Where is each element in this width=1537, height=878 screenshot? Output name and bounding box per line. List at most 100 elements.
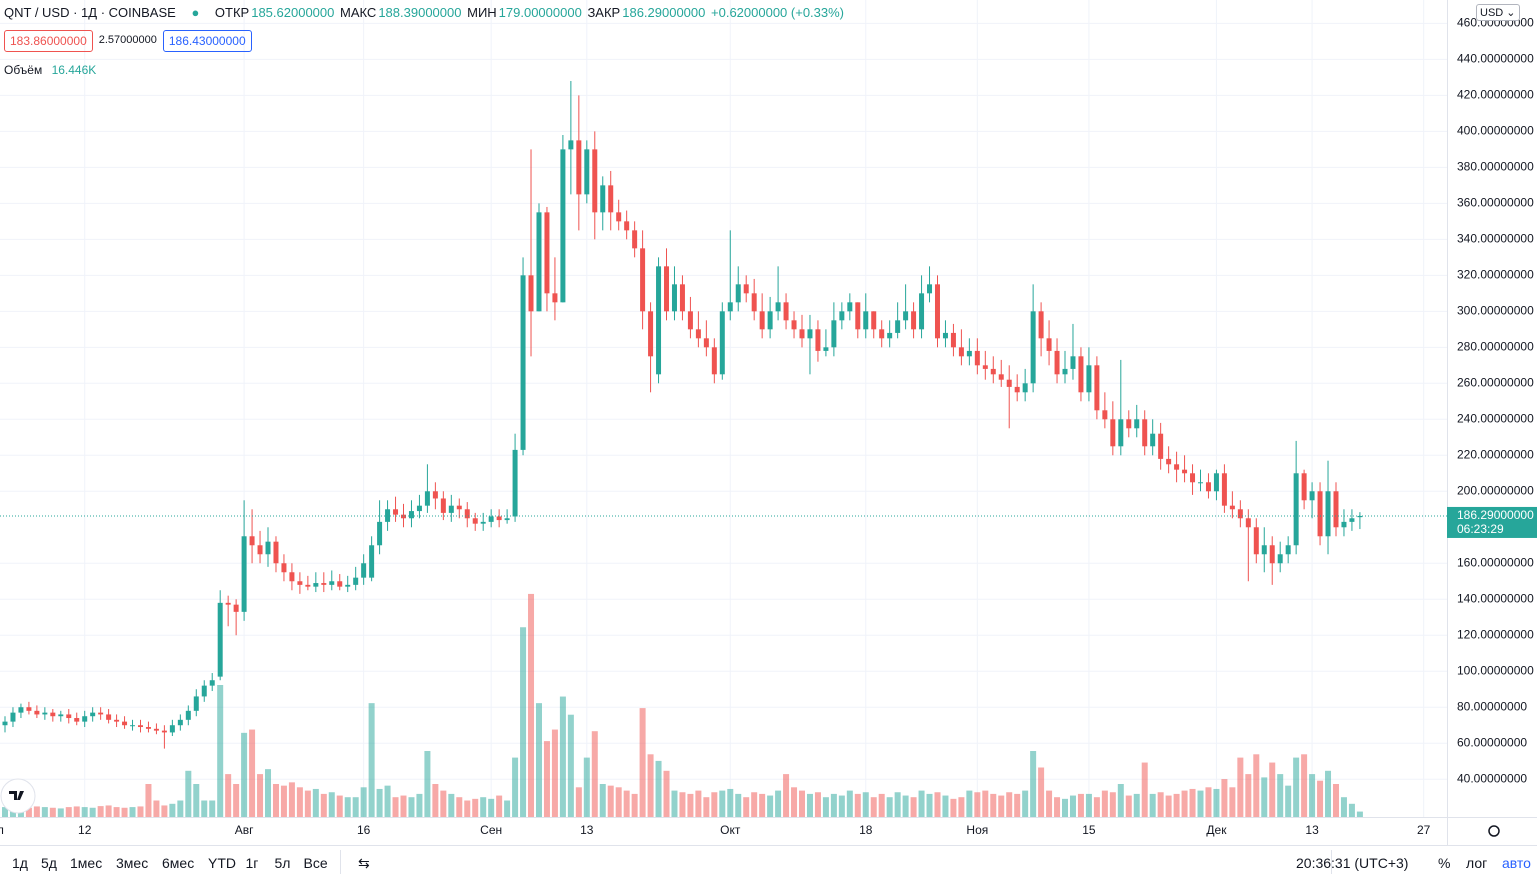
price-tag-label: 186.29000000 [1457, 508, 1534, 522]
candle-body [488, 516, 494, 522]
x-tick-label: Окт [720, 823, 741, 837]
volume-bar [894, 792, 901, 817]
volume-bar [1261, 777, 1268, 817]
volume-bar [113, 807, 120, 817]
range-button[interactable]: 5л [274, 855, 291, 871]
auto[interactable]: авто [1502, 855, 1531, 871]
volume-bar [1237, 757, 1244, 817]
currency-select[interactable]: USD ⌄ [1476, 4, 1520, 21]
candle-body [1142, 419, 1148, 447]
volume-bar [336, 795, 343, 817]
candle-body [1309, 491, 1315, 501]
candle-body [839, 311, 845, 321]
volume-bar [1141, 762, 1148, 817]
close: 186.29000000 [622, 5, 706, 20]
logo-mark [9, 791, 24, 800]
volume-label: Объём [4, 63, 43, 77]
chart: 40.00000000 60.00000000 80.00000000 100.000… [0, 0, 1537, 845]
range-button[interactable]: 5д [41, 855, 57, 871]
volume-bar [288, 782, 295, 817]
volume-bar [902, 795, 909, 817]
volume-bar [1085, 793, 1092, 817]
high-label: МАКС [340, 5, 377, 20]
candle-body [966, 350, 972, 357]
volume-bar [1332, 784, 1339, 817]
candle-body [1221, 473, 1227, 506]
y-tick-label: 340.00000000 [1457, 232, 1534, 246]
volume-bar [974, 792, 981, 817]
ask[interactable]: 186.43000000 [162, 30, 252, 52]
candle-body [1054, 350, 1060, 375]
candle-body [321, 583, 327, 585]
volume-bar [328, 792, 335, 817]
price-tag [1447, 506, 1537, 538]
candle-body [855, 302, 861, 330]
volume-bar [488, 798, 495, 817]
volume-bar [822, 797, 829, 817]
volume-bar [1014, 793, 1021, 817]
candle-body [1253, 527, 1259, 555]
legend-header: QNT / USD · 1Д · COINBASE ● ОТКР 185.6200… [4, 5, 846, 20]
candle-body [353, 577, 359, 585]
symbol[interactable]: QNT / USD · 1Д · COINBASE [4, 5, 176, 20]
volume-legend: Объём 16.446K [4, 63, 96, 77]
volume-bar [392, 797, 399, 817]
price-axis-bg [1447, 0, 1537, 845]
volume-bar [25, 807, 32, 817]
candle-body [671, 284, 677, 312]
y-tick-label: 420.00000000 [1457, 88, 1534, 102]
range-button[interactable]: Все [303, 855, 328, 871]
candle-body [823, 347, 829, 351]
candle-body [1014, 386, 1020, 393]
y-tick-label: 400.00000000 [1457, 124, 1534, 138]
volume-bar [1205, 787, 1212, 817]
volume-bar [806, 793, 813, 817]
volume-bar [280, 785, 287, 817]
range-button[interactable]: 1мес [70, 855, 103, 871]
candle-body [1150, 433, 1156, 447]
volume-bar [249, 729, 256, 817]
candle-body [201, 685, 207, 697]
candle-body [903, 311, 909, 321]
range-button[interactable]: 1д [12, 855, 28, 871]
volume-bar [918, 790, 925, 817]
candle-body [1341, 521, 1347, 528]
candle-body [1317, 491, 1323, 537]
y-tick-label: 260.00000000 [1457, 375, 1534, 389]
volume-bar [137, 806, 144, 817]
candle-body [632, 230, 638, 249]
range-button[interactable]: 1г [245, 855, 259, 871]
candle-body [193, 696, 199, 711]
range-button[interactable]: 3мес [116, 855, 149, 871]
candle-body [456, 505, 462, 510]
y-tick-label: 140.00000000 [1457, 591, 1534, 605]
candle-body [879, 329, 885, 339]
settings-icon[interactable] [1488, 825, 1500, 837]
percent[interactable]: % [1438, 855, 1451, 871]
price-tag-countdown: 06:23:29 [1457, 522, 1504, 536]
volume-bar [1197, 790, 1204, 817]
log[interactable]: лог [1466, 855, 1488, 871]
candle-body [185, 710, 191, 720]
candle-body [122, 721, 128, 726]
volume-bar [623, 790, 630, 817]
candle-body [919, 293, 925, 330]
volume-bar [1022, 790, 1029, 817]
y-tick-label: 320.00000000 [1457, 268, 1534, 282]
volume-bar [639, 708, 646, 817]
y-tick-label: 40.00000000 [1457, 771, 1527, 785]
range-button[interactable]: YTD [208, 855, 236, 871]
volume-bar [1221, 779, 1228, 817]
candle-body [345, 584, 351, 587]
range-button[interactable]: 6мес [162, 855, 195, 871]
volume-bar [1229, 787, 1236, 817]
bid[interactable]: 183.86000000 [4, 30, 93, 52]
candle-body [1205, 482, 1211, 492]
candle-body [1182, 469, 1188, 474]
x-tick-label: 18 [859, 823, 873, 837]
volume-bar [870, 797, 877, 817]
volume-bar [1125, 795, 1132, 817]
candle-body [42, 712, 48, 715]
date-range-icon[interactable]: ⇆ [358, 855, 370, 871]
volume-bar [424, 751, 431, 817]
